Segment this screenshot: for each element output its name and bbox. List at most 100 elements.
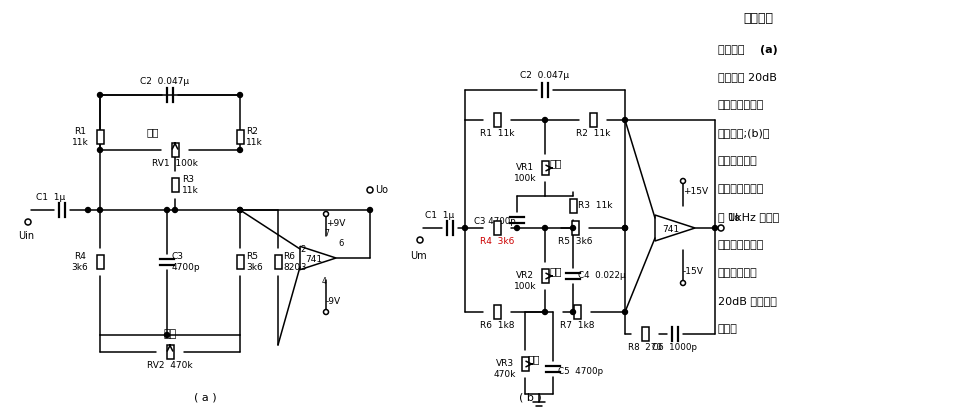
Text: C1  1μ: C1 1μ <box>425 210 454 220</box>
Text: R6  1k8: R6 1k8 <box>480 320 514 329</box>
Circle shape <box>571 225 576 230</box>
Bar <box>97 255 103 269</box>
Bar <box>274 255 281 269</box>
Circle shape <box>543 117 548 122</box>
Bar <box>236 255 243 269</box>
Text: R5
3k6: R5 3k6 <box>246 252 263 272</box>
Text: C1  1μ: C1 1μ <box>36 193 65 201</box>
Text: RV1  100k: RV1 100k <box>152 158 198 168</box>
Text: R4
3k6: R4 3k6 <box>71 252 89 272</box>
Text: Uin: Uin <box>18 231 34 241</box>
Text: +15V: +15V <box>683 188 709 196</box>
Text: C3
4700p: C3 4700p <box>172 252 201 272</box>
Circle shape <box>86 208 91 213</box>
Text: 20dB 的提升或: 20dB 的提升或 <box>718 296 777 306</box>
Text: C2  0.047μ: C2 0.047μ <box>520 72 570 81</box>
Text: 6: 6 <box>338 238 344 248</box>
Circle shape <box>98 92 102 97</box>
Text: R8  270: R8 270 <box>628 344 662 352</box>
Text: 中音: 中音 <box>550 266 562 276</box>
Circle shape <box>571 310 576 314</box>
Circle shape <box>623 225 628 230</box>
Text: R6
820: R6 820 <box>283 252 301 272</box>
Bar <box>542 269 549 283</box>
Circle shape <box>165 332 170 337</box>
Bar <box>570 199 577 213</box>
Circle shape <box>237 148 242 153</box>
Circle shape <box>237 208 242 213</box>
Circle shape <box>368 208 373 213</box>
Text: 音调控制电路，: 音调控制电路， <box>718 184 764 194</box>
Circle shape <box>165 208 170 213</box>
Circle shape <box>237 208 242 213</box>
Text: C2  0.047μ: C2 0.047μ <box>141 77 189 86</box>
Text: R3
11k: R3 11k <box>182 175 199 195</box>
Circle shape <box>623 310 628 314</box>
Text: R2  11k: R2 11k <box>576 129 610 138</box>
Circle shape <box>543 310 548 314</box>
Circle shape <box>98 148 102 153</box>
Circle shape <box>98 208 102 213</box>
Text: VR2
100k: VR2 100k <box>513 271 536 291</box>
Text: 部分频段也有: 部分频段也有 <box>718 268 757 278</box>
Text: 高音: 高音 <box>528 354 541 364</box>
Text: 控制电路    (a): 控制电路 (a) <box>718 45 778 55</box>
Text: 段的中心，使这: 段的中心，使这 <box>718 240 764 250</box>
Text: R2
11k: R2 11k <box>246 127 263 147</box>
Circle shape <box>173 208 178 213</box>
Text: R7  1k8: R7 1k8 <box>560 320 594 329</box>
Bar <box>97 130 103 144</box>
Bar <box>167 345 174 359</box>
Text: C4  0.022μ: C4 0.022μ <box>578 272 626 280</box>
Text: Uo: Uo <box>727 213 740 223</box>
Text: Uo: Uo <box>375 185 388 195</box>
Text: 以 1kHz 为中频: 以 1kHz 为中频 <box>718 212 779 222</box>
Circle shape <box>237 92 242 97</box>
Text: 741: 741 <box>663 225 679 235</box>
Text: R1
11k: R1 11k <box>71 127 89 147</box>
Bar <box>572 221 579 235</box>
Text: 电路具有 20dB: 电路具有 20dB <box>718 72 777 82</box>
Bar <box>521 357 528 371</box>
Text: 741: 741 <box>305 255 322 265</box>
Text: 高音: 高音 <box>163 329 177 339</box>
Bar <box>172 143 179 157</box>
Circle shape <box>514 225 519 230</box>
Bar <box>236 130 243 144</box>
Text: R3  11k: R3 11k <box>578 201 613 210</box>
Bar <box>542 161 549 175</box>
Text: -9V: -9V <box>326 297 342 307</box>
Text: 3: 3 <box>300 262 305 272</box>
Bar <box>590 113 596 127</box>
Circle shape <box>623 225 628 230</box>
Bar <box>641 327 648 341</box>
Text: -15V: -15V <box>683 267 704 277</box>
Text: R5  3k6: R5 3k6 <box>557 237 592 245</box>
Circle shape <box>712 225 717 230</box>
Bar <box>494 305 501 319</box>
Text: +9V: +9V <box>326 220 346 228</box>
Text: Um: Um <box>410 251 427 261</box>
Text: C6  1000p: C6 1000p <box>653 344 698 352</box>
Text: 4: 4 <box>322 277 327 287</box>
Text: 7: 7 <box>324 230 329 238</box>
Text: 低音: 低音 <box>146 127 159 137</box>
Bar <box>494 221 501 235</box>
Circle shape <box>543 225 548 230</box>
Circle shape <box>623 117 628 122</box>
Text: C5  4700p: C5 4700p <box>558 366 603 376</box>
Text: R4  3k6: R4 3k6 <box>480 237 514 245</box>
Text: VR1
100k: VR1 100k <box>513 163 536 183</box>
Text: RV2  470k: RV2 470k <box>147 362 193 371</box>
Text: VR3
470k: VR3 470k <box>494 359 516 379</box>
Text: 低音: 低音 <box>550 158 562 168</box>
Text: 降低。: 降低。 <box>718 324 738 334</box>
Bar <box>574 305 581 319</box>
Text: ( a ): ( a ) <box>193 393 217 403</box>
Bar <box>494 113 501 127</box>
Text: 高、低音提升或: 高、低音提升或 <box>718 100 764 110</box>
Text: 有源音调: 有源音调 <box>743 12 773 25</box>
Text: 路为三段有源: 路为三段有源 <box>718 156 757 166</box>
Text: 2: 2 <box>300 245 305 253</box>
Circle shape <box>463 225 468 230</box>
